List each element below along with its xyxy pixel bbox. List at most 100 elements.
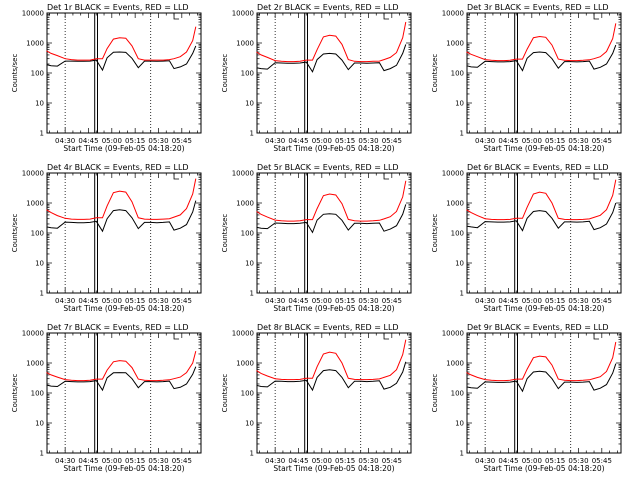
chart-title: Det 7r BLACK = Events, RED = LLD	[47, 323, 189, 332]
y-axis-label: Counts/sec	[221, 214, 229, 253]
plot-frame	[46, 12, 202, 134]
x-tick-label: 04:30	[55, 457, 75, 465]
series-line-lld	[256, 180, 407, 222]
x-axis-label: Start Time (09-Feb-05 04:18:20)	[63, 144, 184, 153]
series-line-lld	[46, 350, 197, 382]
y-tick-label: 100	[451, 230, 464, 238]
x-tick-label: 05:15	[545, 137, 565, 145]
x-tick-label: 04:30	[265, 297, 285, 305]
x-tick-label: 04:30	[265, 137, 285, 145]
x-tick-label: 05:15	[545, 297, 565, 305]
x-tick-label: 04:30	[265, 457, 285, 465]
y-axis-label: Counts/sec	[11, 214, 19, 253]
x-tick-label: 05:45	[382, 457, 402, 465]
x-tick-label: 05:30	[568, 457, 588, 465]
y-axis-label: Counts/sec	[221, 54, 229, 93]
x-tick-label: 05:00	[312, 297, 332, 305]
x-axis-label: Start Time (09-Feb-05 04:18:20)	[483, 464, 604, 473]
y-axis-label: Counts/sec	[431, 54, 439, 93]
x-tick-label: 04:45	[498, 297, 518, 305]
x-tick-label: 05:00	[102, 457, 122, 465]
y-tick-label: 1000	[236, 200, 254, 208]
y-tick-label: 100	[451, 390, 464, 398]
series-line-events	[46, 45, 197, 72]
y-tick-label: 10000	[442, 10, 464, 18]
plot-frame	[466, 172, 622, 294]
x-tick-label: 05:30	[358, 137, 378, 145]
x-tick-label: 05:15	[125, 297, 145, 305]
y-tick-label: 1000	[26, 40, 44, 48]
y-axis-label: Counts/sec	[11, 54, 19, 93]
y-tick-label: 100	[31, 390, 44, 398]
y-tick-label: 1000	[26, 360, 44, 368]
series-line-lld	[256, 339, 407, 381]
x-tick-label: 04:45	[78, 297, 98, 305]
y-tick-label: 100	[31, 70, 44, 78]
x-tick-label: 04:30	[475, 297, 495, 305]
x-tick-label: 05:15	[335, 297, 355, 305]
y-tick-label: 1000	[446, 360, 464, 368]
panel-det-9: Det 9r BLACK = Events, RED = LLD 1 10 100 10…	[431, 323, 622, 473]
x-tick-label: 05:15	[125, 137, 145, 145]
series-line-lld	[256, 21, 407, 63]
y-tick-label: 10000	[22, 330, 44, 338]
panel-det-5: Det 5r BLACK = Events, RED = LLD 1 10 100 10…	[221, 163, 412, 313]
chart-title: Det 8r BLACK = Events, RED = LLD	[257, 323, 399, 332]
top-right-marker	[593, 333, 600, 340]
x-tick-label: 05:30	[568, 137, 588, 145]
plot-frame	[46, 172, 202, 294]
x-tick-label: 04:45	[78, 457, 98, 465]
chart-title: Det 9r BLACK = Events, RED = LLD	[467, 323, 609, 332]
y-axis-label: Counts/sec	[221, 374, 229, 413]
x-tick-label: 04:30	[475, 137, 495, 145]
y-tick-label: 10	[245, 100, 254, 108]
x-tick-label: 05:00	[102, 137, 122, 145]
series-line-events	[466, 363, 617, 393]
x-tick-label: 05:45	[592, 137, 612, 145]
x-tick-label: 05:30	[568, 297, 588, 305]
y-tick-label: 1000	[446, 200, 464, 208]
top-right-marker	[383, 333, 390, 340]
y-tick-label: 100	[31, 230, 44, 238]
plot-frame	[256, 332, 412, 454]
chart-title: Det 3r BLACK = Events, RED = LLD	[467, 3, 609, 12]
x-axis-label: Start Time (09-Feb-05 04:18:20)	[63, 464, 184, 473]
series-line-lld	[466, 23, 617, 62]
x-tick-label: 04:45	[78, 137, 98, 145]
y-tick-label: 10	[455, 260, 464, 268]
x-axis-label: Start Time (09-Feb-05 04:18:20)	[273, 304, 394, 313]
y-tick-label: 1	[460, 450, 464, 458]
chart-title: Det 1r BLACK = Events, RED = LLD	[47, 3, 189, 12]
x-tick-label: 05:45	[172, 457, 192, 465]
x-tick-label: 04:45	[288, 137, 308, 145]
top-right-marker	[173, 333, 180, 340]
series-line-events	[466, 44, 617, 72]
panel-det-7: Det 7r BLACK = Events, RED = LLD 1 10 100 10…	[11, 323, 202, 473]
top-right-marker	[173, 173, 180, 180]
x-tick-label: 05:45	[592, 457, 612, 465]
x-axis-label: Start Time (09-Feb-05 04:18:20)	[483, 144, 604, 153]
x-tick-label: 05:00	[312, 137, 332, 145]
panel-det-8: Det 8r BLACK = Events, RED = LLD 1 10 100 10…	[221, 323, 412, 473]
x-tick-label: 05:45	[382, 297, 402, 305]
y-axis-label: Counts/sec	[11, 374, 19, 413]
y-tick-label: 1	[460, 130, 464, 138]
y-tick-label: 1	[460, 290, 464, 298]
x-tick-label: 05:45	[592, 297, 612, 305]
series-line-events	[256, 361, 407, 392]
panel-det-1: Det 1r BLACK = Events, RED = LLD 1 10 100 10…	[11, 3, 202, 153]
chart-title: Det 4r BLACK = Events, RED = LLD	[47, 163, 189, 172]
y-tick-label: 10000	[442, 330, 464, 338]
x-tick-label: 05:00	[522, 297, 542, 305]
x-tick-label: 05:45	[172, 137, 192, 145]
series-line-lld	[466, 341, 617, 382]
y-tick-label: 1000	[236, 40, 254, 48]
x-axis-label: Start Time (09-Feb-05 04:18:20)	[63, 304, 184, 313]
y-tick-label: 10	[245, 260, 254, 268]
y-tick-label: 10000	[232, 10, 254, 18]
y-tick-label: 10	[455, 420, 464, 428]
plot-frame	[256, 12, 412, 134]
series-line-events	[46, 200, 197, 233]
x-tick-label: 05:00	[522, 137, 542, 145]
